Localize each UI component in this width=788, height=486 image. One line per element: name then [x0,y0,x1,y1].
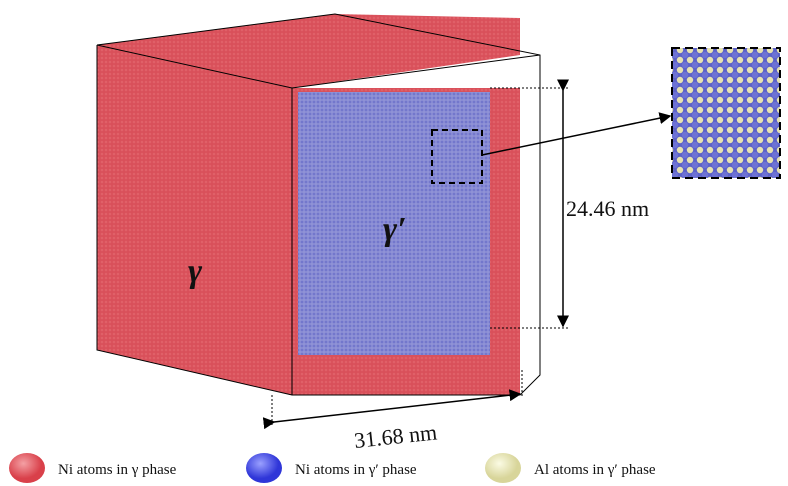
left-face [97,45,292,395]
cube [97,14,540,395]
gamma-prime-label: γ′ [383,211,407,248]
legend: Ni atoms in γ phase Ni atoms in γ′ phase… [9,453,656,483]
legend-swatch [485,453,521,483]
legend-label: Ni atoms in γ phase [58,462,177,478]
width-dimension [274,394,520,422]
width-label: 31.68 nm [353,419,438,453]
legend-label: Ni atoms in γ′ phase [295,462,417,478]
gamma-label: γ [188,253,203,290]
figure: 24.46 nm 31.68 nm γ γ′ Ni atoms in γ pha… [0,0,788,486]
legend-swatch [9,453,45,483]
height-label: 24.46 nm [566,196,649,221]
zoom-inset [672,48,780,178]
legend-swatch [246,453,282,483]
legend-label: Al atoms in γ′ phase [534,462,656,478]
page: {"labels": {"gamma": "γ", "gamma_prime":… [0,0,788,486]
